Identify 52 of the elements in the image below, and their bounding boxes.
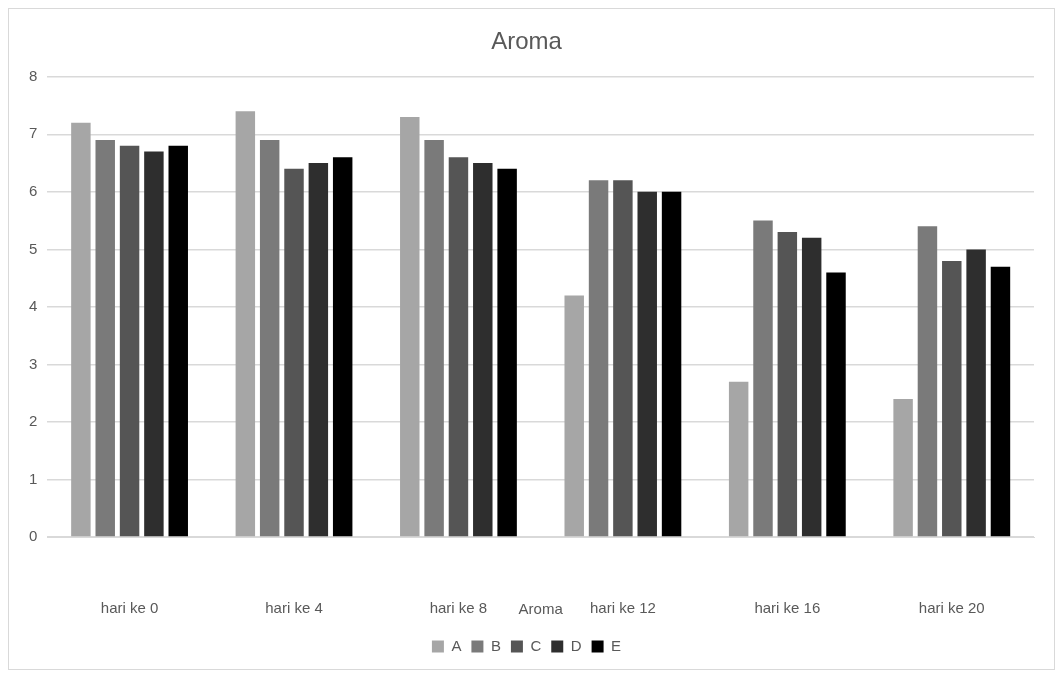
x-axis-title: Aroma [518, 600, 564, 618]
y-tick-label: 1 [29, 469, 38, 487]
bar [473, 163, 493, 537]
y-tick-label: 2 [29, 412, 38, 430]
bar [284, 168, 304, 537]
bar [826, 272, 846, 537]
bar [144, 151, 164, 537]
bar [753, 220, 773, 537]
bar [332, 157, 353, 537]
bar [497, 168, 517, 537]
y-tick-label: 0 [29, 527, 38, 545]
y-tick-label: 3 [29, 354, 38, 372]
x-tick-label: hari ke 12 [589, 599, 656, 617]
y-tick-label: 6 [29, 181, 38, 199]
bar [966, 249, 986, 537]
bar [728, 381, 749, 537]
x-tick-label: hari ke 8 [429, 599, 488, 617]
x-tick-label: hari ke 20 [918, 599, 985, 617]
legend-label: E [611, 636, 622, 654]
bar [917, 226, 938, 537]
x-tick-label: hari ke 4 [265, 599, 323, 617]
bar [168, 145, 188, 537]
bar [259, 140, 280, 537]
bar [942, 260, 962, 537]
bar [801, 237, 822, 537]
bar [448, 157, 469, 537]
legend-label: B [490, 636, 501, 654]
legend-label: D [570, 636, 582, 654]
chart-title: Aroma [491, 27, 563, 55]
bar [71, 122, 91, 537]
bar [95, 140, 115, 537]
legend-label: A [451, 636, 462, 654]
y-tick-label: 4 [29, 297, 38, 315]
bar [613, 180, 633, 537]
y-tick-label: 5 [29, 239, 38, 257]
x-tick-label: hari ke 16 [754, 599, 821, 617]
bar [564, 295, 584, 537]
bar [637, 191, 657, 537]
bar [661, 191, 682, 537]
bar [308, 163, 329, 537]
bar [777, 232, 798, 537]
bar [119, 145, 140, 537]
bar [588, 180, 609, 537]
x-tick-label: hari ke 0 [100, 599, 159, 617]
bar [400, 117, 420, 537]
y-tick-label: 7 [29, 124, 38, 142]
y-tick-label: 8 [29, 66, 38, 84]
bar [424, 140, 444, 537]
bar [990, 266, 1011, 537]
bar [235, 111, 256, 537]
bar [893, 398, 913, 537]
legend-label: C [530, 636, 542, 654]
